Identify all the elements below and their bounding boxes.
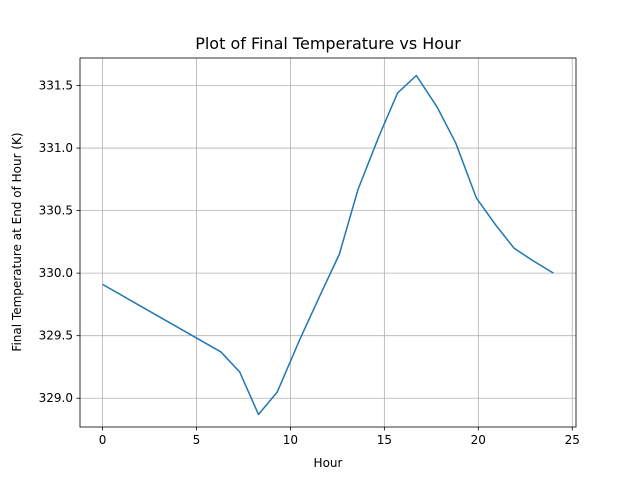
- grid: [80, 58, 576, 427]
- x-tick-label: 25: [565, 433, 580, 447]
- y-tick-label: 330.0: [39, 266, 73, 280]
- y-axis: 329.0 329.5 330.0 330.5 331.0 331.5: [39, 79, 80, 405]
- x-tick-label: 20: [471, 433, 486, 447]
- y-tick-label: 329.0: [39, 391, 73, 405]
- x-axis-label: Hour: [314, 456, 343, 470]
- x-tick-label: 15: [377, 433, 392, 447]
- x-axis: 0 5 10 15 20 25: [99, 427, 580, 447]
- y-tick-label: 331.5: [39, 79, 73, 93]
- x-tick-label: 5: [193, 433, 201, 447]
- y-tick-label: 331.0: [39, 141, 73, 155]
- x-tick-label: 10: [283, 433, 298, 447]
- chart-title: Plot of Final Temperature vs Hour: [195, 34, 461, 53]
- series-group: [102, 74, 554, 416]
- y-axis-label: Final Temperature at End of Hour (K): [10, 132, 24, 351]
- y-tick-label: 329.5: [39, 329, 73, 343]
- series-line: [102, 74, 554, 416]
- y-tick-label: 330.5: [39, 204, 73, 218]
- x-tick-label: 0: [99, 433, 107, 447]
- plot-frame: [79, 57, 577, 428]
